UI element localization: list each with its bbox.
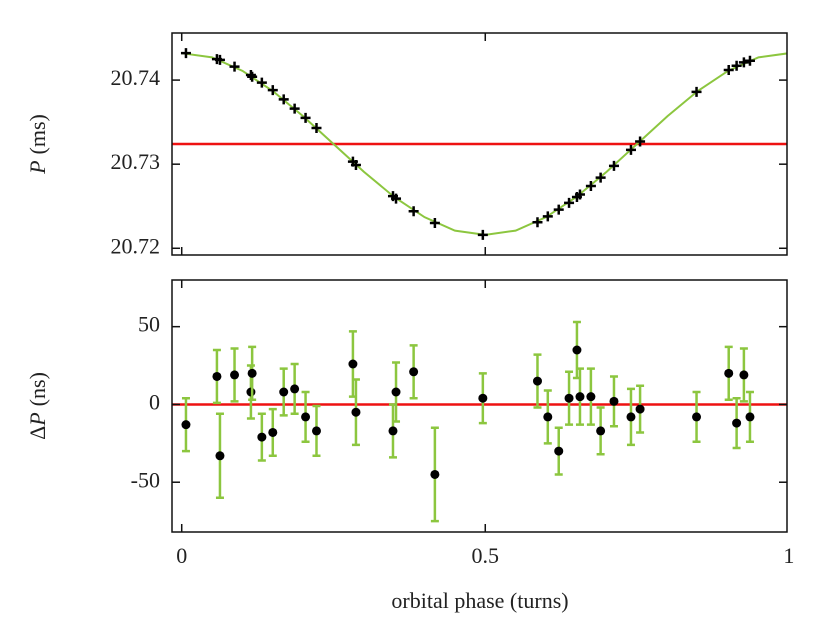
data-point	[626, 412, 636, 422]
data-point	[391, 193, 402, 204]
data-point	[574, 189, 585, 200]
data-point	[301, 412, 311, 422]
data-point	[608, 160, 619, 171]
data-point	[311, 426, 321, 436]
data-point	[289, 103, 300, 114]
data-point	[595, 172, 606, 183]
data-point	[300, 112, 311, 123]
data-point	[247, 71, 258, 82]
y-label-delta: Δ	[25, 426, 50, 440]
data-point	[532, 217, 543, 228]
plot-frame	[171, 32, 788, 256]
y-tick-label: 20.72	[111, 233, 161, 258]
data-point	[180, 48, 191, 59]
plot-frame	[171, 279, 788, 533]
y-axis-label: ΔP (ns)	[25, 372, 50, 440]
data-point	[625, 144, 636, 155]
x-tick-label: 0.5	[472, 543, 500, 568]
plot-area	[172, 320, 787, 523]
y-label-unit: (ms)	[25, 114, 50, 154]
data-point	[256, 77, 267, 88]
data-point	[278, 94, 289, 105]
data-point	[477, 229, 488, 240]
data-point	[572, 345, 582, 355]
data-point	[247, 368, 257, 378]
data-point	[575, 392, 585, 402]
data-point	[609, 396, 619, 406]
data-point	[257, 432, 267, 442]
data-point	[585, 181, 596, 192]
data-point	[635, 136, 646, 147]
y-tick-label: 20.73	[111, 149, 161, 174]
data-point	[429, 218, 440, 229]
data-point	[267, 85, 278, 96]
data-point	[212, 371, 222, 381]
data-point	[215, 451, 225, 461]
data-point	[391, 387, 401, 397]
data-point	[732, 418, 742, 428]
data-point	[635, 404, 645, 414]
y-label-symbol: P	[25, 160, 50, 174]
data-point	[586, 392, 596, 402]
data-point	[564, 197, 575, 208]
data-point	[739, 370, 749, 380]
data-point	[692, 412, 702, 422]
data-point	[430, 469, 440, 479]
y-tick-label: 50	[138, 312, 160, 337]
data-point	[214, 54, 225, 65]
data-point	[745, 412, 755, 422]
data-point	[388, 426, 398, 436]
y-tick-label: -50	[131, 467, 160, 492]
data-point	[351, 407, 361, 417]
data-point	[691, 86, 702, 97]
data-point	[723, 65, 734, 75]
y-label-unit: (ns)	[25, 372, 50, 406]
data-point	[290, 384, 300, 394]
y-label-symbol: P	[25, 412, 50, 426]
data-point	[744, 55, 755, 66]
y-tick-label: 20.74	[111, 65, 161, 90]
plot-area	[172, 48, 787, 240]
data-point	[268, 427, 278, 437]
data-point	[724, 368, 734, 378]
data-point	[279, 387, 289, 397]
data-point	[348, 359, 358, 369]
y-tick-label: 0	[149, 389, 160, 414]
data-point	[738, 57, 749, 68]
data-point	[350, 160, 361, 171]
data-point	[553, 204, 564, 215]
data-point	[731, 60, 742, 71]
data-point	[554, 446, 564, 456]
data-point	[311, 123, 322, 134]
data-point	[181, 420, 191, 430]
data-point	[229, 61, 240, 72]
data-point	[564, 393, 574, 403]
x-axis-label: orbital phase (turns)	[391, 588, 568, 613]
data-point	[478, 393, 488, 403]
data-point	[596, 426, 606, 436]
data-point	[408, 206, 419, 217]
data-point	[409, 367, 419, 377]
data-point	[532, 376, 542, 386]
x-tick-label: 0	[176, 543, 187, 568]
y-axis-label: P (ms)	[25, 114, 50, 175]
data-point	[542, 211, 553, 222]
data-point	[230, 370, 240, 380]
x-tick-label: 1	[783, 543, 794, 568]
data-point	[543, 412, 553, 422]
